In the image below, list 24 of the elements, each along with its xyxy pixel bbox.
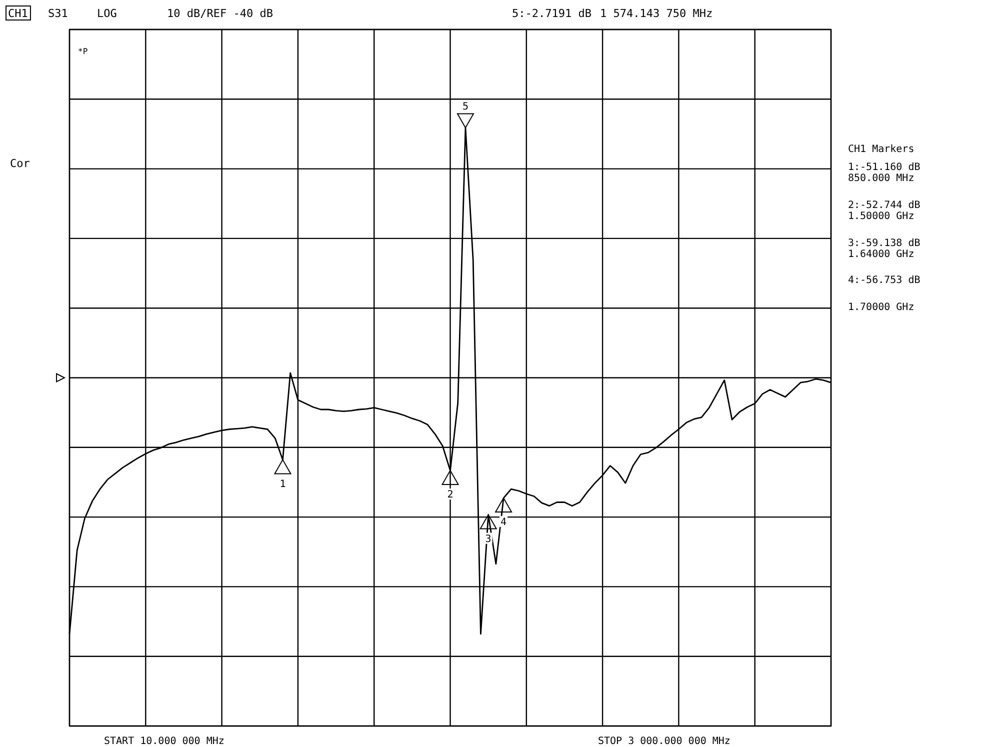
text: 2:-52.744 dB bbox=[848, 200, 920, 211]
text: 1.70000 GHz bbox=[848, 302, 914, 313]
text: 4:-56.753 dB bbox=[848, 275, 920, 286]
text: CH1 bbox=[8, 7, 28, 20]
text: START 10.000 000 MHz bbox=[104, 736, 224, 747]
text: 850.000 MHz bbox=[848, 173, 914, 184]
text: 3:-59.138 dB bbox=[848, 238, 920, 249]
text: Cor bbox=[10, 157, 30, 170]
text: STOP 3 000.000 000 MHz bbox=[598, 736, 730, 747]
text: LOG bbox=[97, 7, 117, 20]
text: 5:-2.7191 dB bbox=[512, 7, 592, 20]
text: *P bbox=[78, 47, 88, 56]
text: S31 bbox=[48, 7, 68, 20]
annotation: 3 bbox=[485, 534, 492, 545]
text: 1 574.143 750 MHz bbox=[600, 7, 713, 20]
annotation: 2 bbox=[447, 490, 454, 501]
text: 1.50000 GHz bbox=[848, 211, 914, 222]
annotation: 1 bbox=[280, 478, 286, 490]
annotation: 5 bbox=[462, 102, 468, 113]
text: 10 dB/REF -40 dB bbox=[167, 7, 274, 20]
text: 1.64000 GHz bbox=[848, 249, 914, 260]
text: 1:-51.160 dB bbox=[848, 162, 920, 173]
annotation: 4 bbox=[500, 517, 507, 528]
text: CH1 Markers bbox=[848, 144, 914, 155]
